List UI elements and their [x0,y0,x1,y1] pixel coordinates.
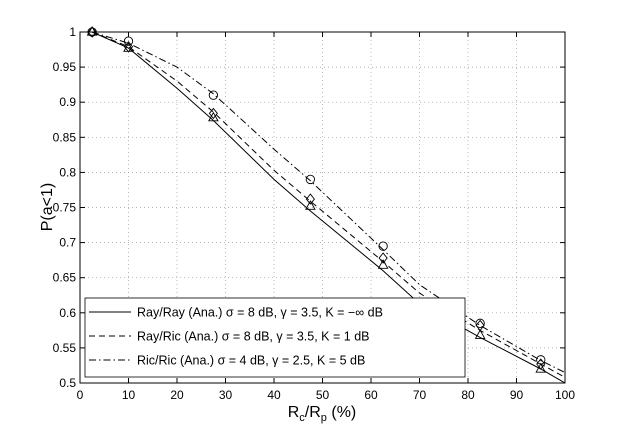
series-1-marker-6 [536,358,546,370]
legend-label-2: Ric/Ric (Ana.) σ = 4 dB, γ = 2.5, K = 5 … [137,354,365,368]
series-1-marker-3 [305,193,315,205]
legend-label-1: Ray/Ric (Ana.) σ = 8 dB, γ = 3.5, K = 1 … [137,330,369,344]
ticks [79,31,566,384]
series-2-marker-5 [475,318,485,328]
x-axis-label-sub-p: p [321,412,327,424]
series-1-marker-2 [208,107,218,120]
x-tick-label-10: 100 [555,388,575,402]
curves [91,31,566,384]
x-tick-label-4: 40 [267,388,281,402]
y-tick-label-5: 0.75 [53,201,77,215]
series-line-2 [91,31,566,373]
x-axis-label-unit: (%) [327,404,356,421]
legend-label-0: Ray/Ray (Ana.) σ = 8 dB, γ = 3.5, K = −∞… [137,306,383,320]
series-0-marker-4 [377,259,389,269]
series-2-marker-6 [536,355,546,365]
x-axis-label: Rc/Rp (%) [288,404,357,424]
legend-box [84,297,466,378]
y-tick-label-0: 0.5 [59,376,76,390]
x-tick-label-9: 90 [510,388,524,402]
series-1-marker-0 [87,26,97,38]
x-axis-label-r: R [288,404,300,421]
x-tick-label-0: 0 [77,388,84,402]
y-axis-label: P(a<1) [39,183,56,231]
series-0-marker-3 [305,200,316,210]
series-2-marker-4 [378,241,388,251]
series-0-marker-0 [86,26,98,36]
series-1-marker-5 [475,319,485,332]
y-tick-label-10: 1 [69,25,76,39]
y-tick-label-8: 0.9 [59,95,76,109]
series-0-marker-2 [208,111,219,122]
series-1-marker-4 [378,252,388,264]
series-line-0 [91,31,566,384]
y-tick-label-7: 0.85 [53,130,77,144]
legend: Ray/Ray (Ana.) σ = 8 dB, γ = 3.5, K = −∞… [84,297,466,378]
x-tick-label-7: 70 [413,388,427,402]
x-tick-label-2: 20 [170,388,184,402]
y-tick-label-1: 0.55 [53,341,77,355]
y-tick-label-9: 0.95 [53,60,77,74]
x-tick-label-6: 60 [364,388,378,402]
x-axis-label-slash-r: /R [305,404,321,421]
series-line-1 [91,31,566,378]
series-2-marker-2 [208,90,219,100]
x-tick-label-5: 50 [316,388,330,402]
y-tick-label-3: 0.65 [53,271,77,285]
y-tick-label-6: 0.8 [59,165,76,179]
y-tick-label-2: 0.6 [59,306,76,320]
x-tick-label-8: 80 [461,388,475,402]
series-1-marker-1 [123,41,134,53]
series-0-marker-5 [474,329,486,339]
series-0-marker-6 [535,363,547,373]
x-axis-label-sub-c: c [299,412,305,424]
series-2-marker-3 [305,174,316,185]
x-tick-label-3: 30 [219,388,233,402]
y-tick-label-4: 0.7 [59,236,76,250]
tick-labels: 0 10 20 30 40 50 60 70 80 90 100 0.5 0.55 0.6 0.65 0.7 0… [53,25,576,402]
x-tick-label-1: 10 [122,388,136,402]
